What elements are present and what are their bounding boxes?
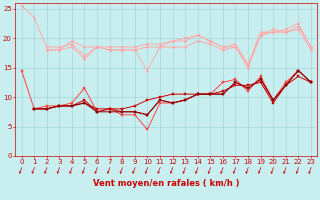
X-axis label: Vent moyen/en rafales ( km/h ): Vent moyen/en rafales ( km/h ) bbox=[93, 179, 239, 188]
